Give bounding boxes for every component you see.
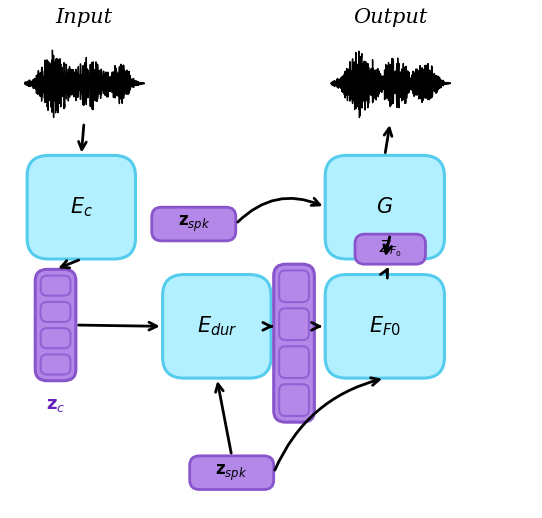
Text: $Z_{F_0}$: $Z_{F_0}$ — [379, 239, 402, 260]
Text: $E_{dur}$: $E_{dur}$ — [197, 314, 237, 338]
FancyBboxPatch shape — [41, 276, 70, 296]
FancyBboxPatch shape — [279, 384, 309, 416]
Text: Input: Input — [55, 8, 113, 27]
FancyBboxPatch shape — [41, 354, 70, 375]
Text: $\mathbf{z}_{spk}$: $\mathbf{z}_{spk}$ — [216, 463, 248, 483]
FancyBboxPatch shape — [35, 269, 76, 381]
FancyBboxPatch shape — [41, 302, 70, 322]
FancyBboxPatch shape — [279, 270, 309, 302]
FancyBboxPatch shape — [325, 155, 444, 259]
FancyBboxPatch shape — [325, 275, 444, 378]
FancyArrowPatch shape — [238, 198, 320, 222]
Text: $\mathbf{z}_c$: $\mathbf{z}_c$ — [46, 396, 65, 414]
FancyBboxPatch shape — [152, 207, 236, 241]
FancyBboxPatch shape — [41, 328, 70, 348]
FancyBboxPatch shape — [279, 346, 309, 378]
Text: $\mathbf{z}_{spk}$: $\mathbf{z}_{spk}$ — [178, 214, 210, 234]
FancyBboxPatch shape — [27, 155, 136, 259]
Text: Output: Output — [353, 8, 427, 27]
FancyBboxPatch shape — [163, 275, 271, 378]
FancyBboxPatch shape — [274, 264, 314, 422]
FancyBboxPatch shape — [279, 308, 309, 340]
FancyBboxPatch shape — [190, 456, 274, 490]
Text: $E_c$: $E_c$ — [70, 195, 93, 219]
Text: $G$: $G$ — [376, 197, 393, 217]
FancyArrowPatch shape — [275, 378, 379, 470]
Text: $E_{F0}$: $E_{F0}$ — [369, 314, 401, 338]
FancyBboxPatch shape — [355, 234, 425, 264]
